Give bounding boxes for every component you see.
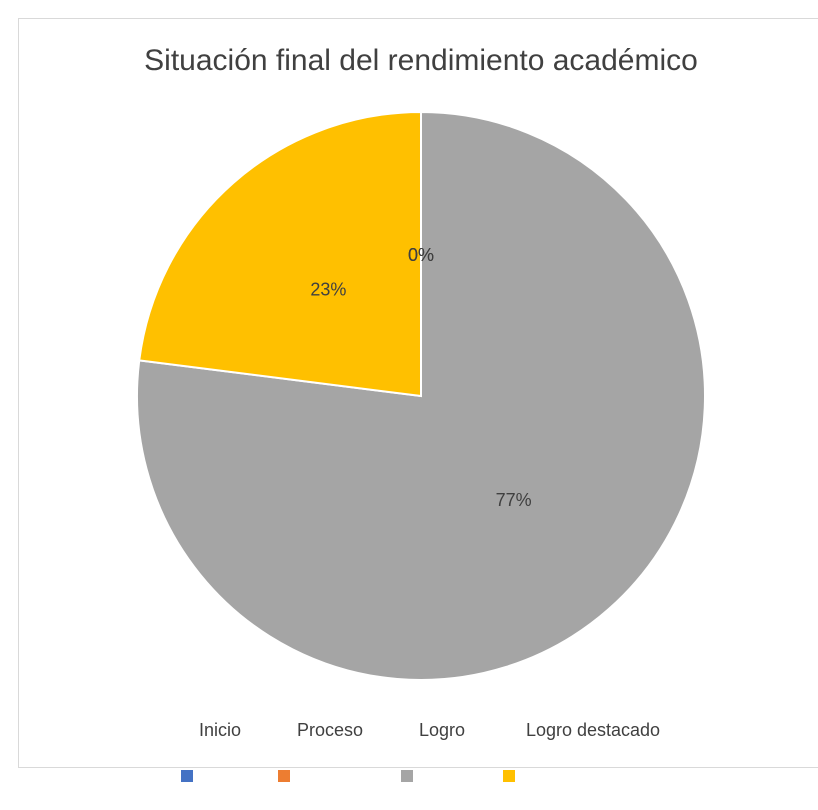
legend-swatch <box>278 770 290 782</box>
pie-slice <box>138 110 422 398</box>
data-label: 0% <box>408 245 434 265</box>
data-label: 23% <box>310 280 346 300</box>
data-label: 77% <box>496 490 532 510</box>
data-label: 0% <box>408 245 434 265</box>
legend-label: Proceso <box>297 720 363 740</box>
legend-swatch <box>401 770 413 782</box>
legend-swatch <box>181 770 193 782</box>
chart-title: Situación final del rendimiento académic… <box>144 44 698 77</box>
legend-label: Logro <box>419 720 465 740</box>
legend-label: Inicio <box>199 720 241 740</box>
legend-label: Logro destacado <box>526 720 660 740</box>
legend-swatch <box>503 770 515 782</box>
